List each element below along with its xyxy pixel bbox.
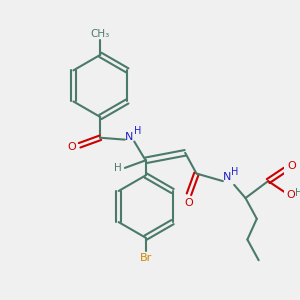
Text: N: N <box>125 132 134 142</box>
Text: H: H <box>231 167 239 177</box>
Text: O: O <box>184 198 193 208</box>
Text: O: O <box>286 190 295 200</box>
Text: O: O <box>287 161 296 171</box>
Text: CH₃: CH₃ <box>91 29 110 39</box>
Text: N: N <box>222 172 231 182</box>
Text: O: O <box>68 142 76 152</box>
Text: Br: Br <box>140 254 152 263</box>
Text: H: H <box>295 188 300 198</box>
Text: H: H <box>114 163 122 173</box>
Text: H: H <box>134 126 142 136</box>
